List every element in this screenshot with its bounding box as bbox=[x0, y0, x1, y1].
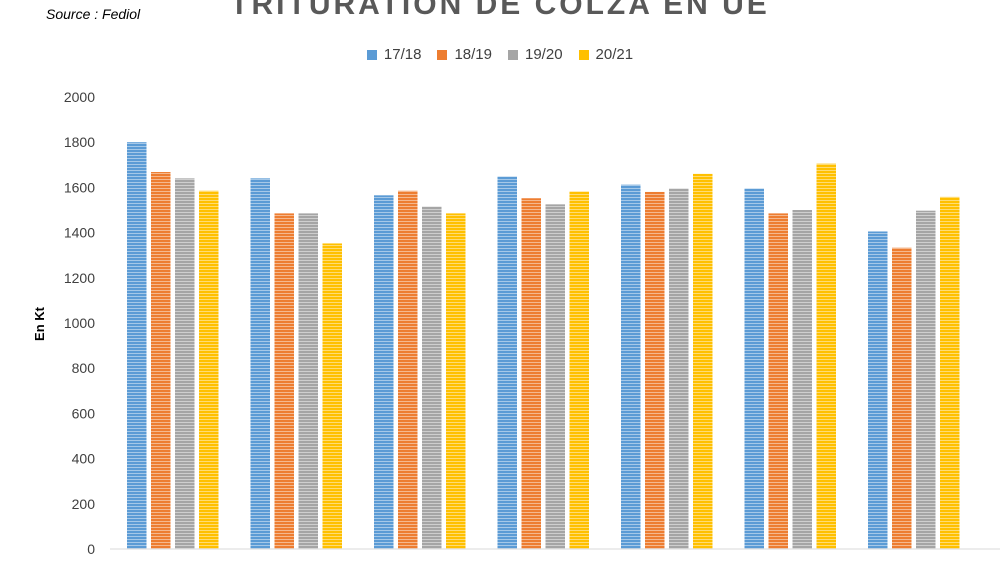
bar-20-21-group-6 bbox=[816, 163, 836, 550]
bar-18-19-group-5 bbox=[645, 191, 665, 550]
bar-19-20-group-4 bbox=[545, 204, 565, 549]
legend-item-20-21: 20/21 bbox=[578, 46, 634, 63]
bar-18-19-group-3 bbox=[398, 190, 418, 550]
legend-item-17-18: 17/18 bbox=[366, 46, 422, 63]
bar-18-19-group-6 bbox=[768, 213, 788, 549]
bar-18-19-group-1 bbox=[151, 172, 171, 550]
bar-19-20-group-3 bbox=[422, 206, 442, 550]
y-tick-label: 400 bbox=[72, 451, 96, 467]
y-tick-label: 200 bbox=[72, 496, 96, 512]
y-tick-label: 0 bbox=[87, 541, 95, 557]
y-tick-label: 600 bbox=[72, 405, 96, 421]
bar-19-20-group-5 bbox=[669, 188, 689, 549]
legend-swatch bbox=[508, 49, 518, 60]
bar-17-18-group-2 bbox=[250, 178, 270, 550]
legend-item-18-19: 18/19 bbox=[437, 46, 492, 63]
y-tick-label: 1600 bbox=[64, 179, 95, 195]
bar-17-18-group-1 bbox=[127, 142, 147, 549]
source-note: Source : Fediol bbox=[46, 6, 141, 22]
bars bbox=[127, 142, 960, 550]
chart-title: TRITURATION DE COLZA EN UE bbox=[230, 0, 770, 21]
bar-20-21-group-1 bbox=[199, 190, 219, 550]
bar-17-18-group-6 bbox=[744, 188, 764, 549]
legend: 17/18 18/19 19/20 20/21 bbox=[0, 46, 1000, 63]
bar-19-20-group-1 bbox=[175, 178, 195, 550]
bar-17-18-group-3 bbox=[374, 195, 394, 549]
legend-label: 17/18 bbox=[383, 46, 422, 63]
bar-17-18-group-4 bbox=[497, 176, 517, 549]
bar-18-19-group-7 bbox=[892, 247, 912, 549]
y-tick-label: 1400 bbox=[64, 225, 95, 241]
bar-20-21-group-2 bbox=[322, 243, 342, 549]
bar-19-20-group-6 bbox=[792, 210, 812, 549]
y-tick-label: 800 bbox=[72, 360, 96, 376]
bar-20-21-group-3 bbox=[446, 213, 466, 549]
legend-swatch bbox=[366, 49, 377, 60]
y-tick-label: 1000 bbox=[64, 315, 95, 331]
bar-19-20-group-7 bbox=[916, 210, 936, 550]
bar-18-19-group-2 bbox=[274, 213, 294, 549]
bar-20-21-group-4 bbox=[569, 191, 589, 549]
legend-item-19-20: 19/20 bbox=[508, 46, 563, 63]
legend-swatch bbox=[437, 49, 448, 60]
y-tick-label: 1800 bbox=[64, 134, 95, 150]
legend-label: 18/19 bbox=[454, 46, 492, 63]
legend-swatch bbox=[578, 49, 589, 60]
bar-19-20-group-2 bbox=[298, 213, 318, 549]
bar-17-18-group-7 bbox=[868, 231, 888, 549]
y-axis-ticks: 0 200 400 600 800 1000 1200 1400 1600 1800 2000 bbox=[64, 89, 95, 557]
y-tick-label: 2000 bbox=[64, 89, 95, 105]
bar-17-18-group-5 bbox=[621, 184, 641, 550]
legend-label: 19/20 bbox=[525, 46, 563, 63]
y-tick-label: 1200 bbox=[64, 270, 95, 286]
bar-18-19-group-4 bbox=[521, 198, 541, 550]
bar-20-21-group-7 bbox=[940, 196, 960, 549]
legend-label: 20/21 bbox=[595, 46, 634, 63]
y-axis-label: En Kt bbox=[32, 306, 47, 341]
bar-20-21-group-5 bbox=[693, 173, 713, 549]
